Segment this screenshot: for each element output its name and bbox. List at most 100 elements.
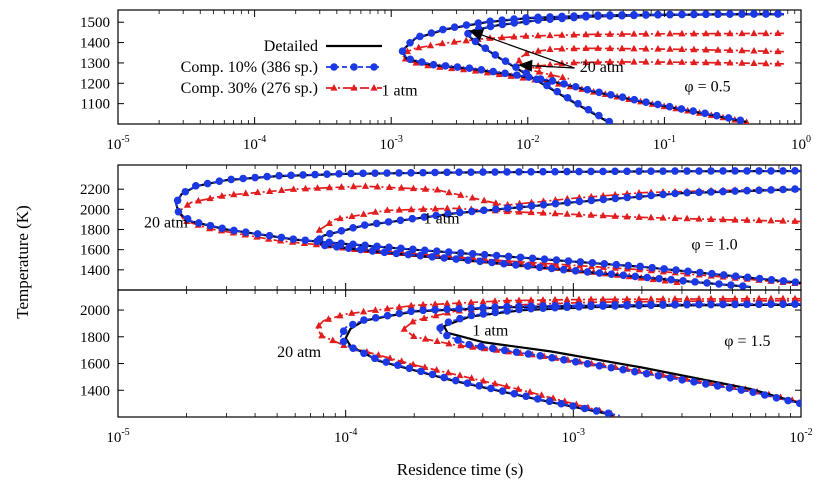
comp30-series-point [570, 58, 578, 66]
comp10-series-point [547, 264, 556, 273]
y-axis-label: Temperature (K) [13, 205, 32, 319]
comp10-series-point [647, 167, 655, 175]
comp10-series-point [737, 386, 746, 394]
comp30-series-line [521, 61, 784, 73]
comp10-series-point [397, 244, 405, 253]
comp30-series-point [491, 297, 499, 304]
comp30-series-point [498, 33, 506, 41]
comp30-series-point [738, 59, 746, 66]
comp10-series-point [749, 388, 757, 397]
comp30-series-point [445, 188, 453, 196]
comp10-series-point [707, 300, 715, 309]
comp10-series-point [599, 167, 607, 176]
comp10-series-point [678, 376, 686, 384]
comp10-series-point [683, 188, 691, 197]
comp30-series-point [480, 196, 488, 204]
legend-swatch-marker [330, 84, 338, 91]
comp10-series-point [571, 82, 580, 91]
y-tick-label: 2000 [80, 202, 110, 218]
comp10-series-point [631, 272, 640, 281]
comp10-series-point [174, 207, 183, 216]
comp10-series-point [607, 363, 615, 372]
comp10-series-point [481, 44, 490, 53]
comp10-series-point [539, 304, 547, 312]
comp10-series-point [540, 255, 549, 263]
comp10-series-point [230, 226, 238, 235]
comp30-series-point [678, 58, 686, 65]
comp10-series-point [643, 273, 652, 282]
legend-swatch-marker [330, 63, 338, 71]
comp10-series-point [398, 47, 407, 55]
comp10-series-point [695, 300, 703, 309]
comp10-series-point [604, 409, 613, 417]
panel-annotation: 1 atm [472, 322, 509, 339]
comp10-series-point [360, 349, 368, 358]
comp10-series-point [383, 311, 392, 320]
comp10-series-point [642, 98, 650, 106]
comp30-series-point [731, 215, 739, 223]
comp10-series-point [703, 279, 711, 287]
comp10-series-point [349, 344, 357, 353]
comp10-series-point [443, 168, 451, 177]
comp30-series-point [412, 58, 420, 66]
comp10-series-point [535, 263, 544, 272]
comp10-series-point [701, 109, 709, 118]
comp30-series-point [606, 30, 614, 37]
comp30-series-point [582, 58, 590, 66]
comp30-series-point [400, 325, 408, 332]
comp10-series-point [487, 384, 495, 393]
comp10-series-point [522, 69, 531, 78]
comp30-series-point [570, 44, 578, 52]
comp10-series-point [724, 114, 733, 122]
comp30-series-point [457, 341, 465, 349]
comp30-series-point [558, 31, 566, 38]
comp30-series-point [714, 46, 722, 53]
comp10-series-point [275, 171, 283, 180]
comp10-series-point [510, 19, 519, 27]
comp10-series-point [552, 256, 561, 264]
comp10-series-point [659, 301, 667, 309]
comp30-series-point [289, 185, 298, 192]
comp30-series-point [492, 199, 500, 206]
comp10-series-point [504, 252, 513, 261]
comp10-series-point [406, 55, 415, 64]
comp30-series-point [329, 336, 337, 344]
x-tick-label: 10-2 [789, 427, 812, 446]
comp10-series-point [382, 358, 390, 366]
comp30-series-point [714, 58, 722, 66]
comp10-series-point [464, 256, 472, 265]
comp10-series-point [500, 346, 509, 355]
y-tick-label: 1500 [80, 15, 110, 31]
comp30-series-point [503, 382, 511, 390]
comp30-series-point [774, 47, 782, 55]
comp10-series-point [344, 244, 353, 253]
comp10-series-point [301, 236, 310, 245]
legend-label: Comp. 30% (276 sp.) [181, 80, 318, 97]
comp30-series-point [318, 331, 326, 339]
comp10-series-point [465, 340, 473, 349]
panel-curves [173, 167, 801, 290]
comp30-series-point [539, 296, 547, 303]
comp10-series-point [498, 387, 507, 395]
comp10-series-point [453, 63, 462, 71]
comp30-series-point [618, 30, 626, 37]
comp10-series-point [385, 243, 393, 252]
comp10-series-point [588, 259, 597, 267]
comp10-series-point [545, 397, 554, 406]
comp30-series-point [630, 58, 638, 65]
comp10-series-point [695, 188, 703, 197]
comp10-series-point [600, 259, 609, 268]
comp30-series-point [426, 41, 435, 49]
comp10-series-point [409, 245, 417, 254]
comp10-series-point [666, 373, 675, 382]
comp10-series-point [194, 219, 203, 227]
comp10-series-point [560, 80, 568, 88]
comp10-series-point [407, 168, 415, 177]
comp30-series-point [457, 191, 465, 198]
comp10-series-point [360, 316, 368, 324]
comp10-series-point [393, 361, 402, 369]
comp10-series-point [501, 69, 509, 78]
comp30-series-point [726, 58, 734, 66]
comp10-series-point [611, 302, 619, 310]
comp10-series-point [719, 187, 727, 196]
